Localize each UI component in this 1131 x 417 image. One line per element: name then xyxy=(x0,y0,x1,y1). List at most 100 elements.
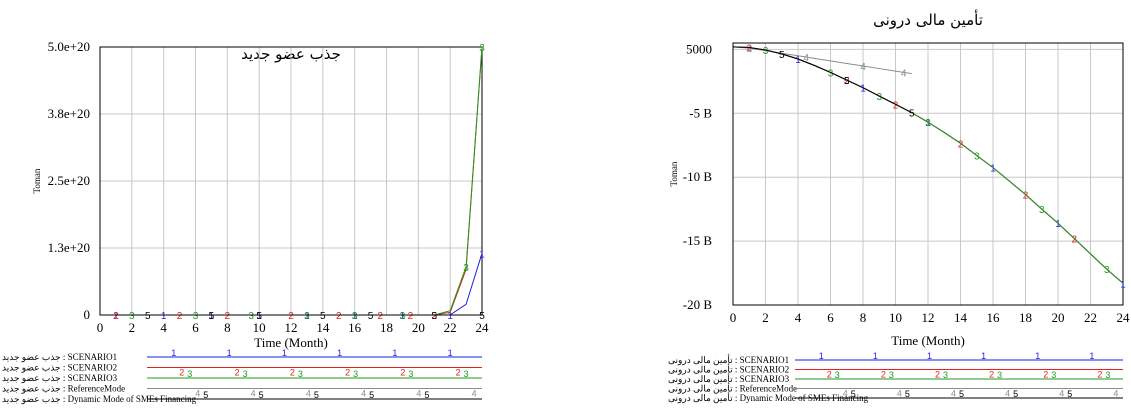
x-tick-label: 2 xyxy=(762,310,769,325)
series-marker-5: 5 xyxy=(145,311,151,322)
legend-entry-marker: 1 xyxy=(1035,351,1040,361)
legend-entry-marker: 3 xyxy=(298,369,303,379)
legend-entry-marker: 3 xyxy=(353,369,358,379)
series-marker-1: 1 xyxy=(990,164,996,175)
y-axis-label: Toman xyxy=(669,161,679,186)
plot-frame xyxy=(732,42,1124,306)
legend-entry-marker: 3 xyxy=(943,370,948,380)
y-tick-label: 5000 xyxy=(686,41,712,56)
x-tick-label: 22 xyxy=(444,320,457,335)
legend-entry-marker: 5 xyxy=(1013,389,1018,399)
legend-entry-marker: 2 xyxy=(456,368,461,378)
x-tick-label: 8 xyxy=(224,320,231,335)
y-tick-label: -5 B xyxy=(689,105,712,120)
series-marker-5: 5 xyxy=(779,50,785,61)
x-tick-label: 8 xyxy=(860,310,867,325)
legend-entry-marker: 3 xyxy=(889,370,894,380)
legend-entry-marker: 1 xyxy=(819,351,824,361)
legend: تأمین مالی درونی : SCENARIO1 1 1 1 1 1 1 تأمین … xyxy=(668,351,1123,404)
series-marker-2: 2 xyxy=(746,43,752,54)
series-marker-3: 3 xyxy=(876,92,882,103)
legend-entry-marker: 2 xyxy=(179,368,184,378)
series-marker-1: 1 xyxy=(113,311,119,322)
x-axis-label: Time (Month) xyxy=(891,333,965,348)
legend-entry-label: جذب عضو جدید : SCENARIO1 xyxy=(2,352,117,363)
series-marker-1: 1 xyxy=(479,249,485,260)
series-line-4 xyxy=(732,46,912,75)
series-marker-1: 1 xyxy=(304,311,310,322)
y-tick-label: 0 xyxy=(84,307,91,322)
x-tick-label: 20 xyxy=(1052,310,1065,325)
y-tick-label: 3.8e+20 xyxy=(48,106,90,121)
series-marker-5: 5 xyxy=(368,311,374,322)
legend-entry-marker: 4 xyxy=(416,389,421,399)
series-marker-5: 5 xyxy=(479,311,485,322)
legend-entry-label: تأمین مالی درونی : SCENARIO1 xyxy=(668,353,789,366)
legend-entry-marker: 5 xyxy=(259,390,264,400)
series-marker-3: 3 xyxy=(304,311,310,322)
series-marker-2: 2 xyxy=(225,311,231,322)
x-tick-label: 10 xyxy=(889,310,902,325)
series-marker-1: 1 xyxy=(352,311,358,322)
legend-entry-marker: 2 xyxy=(345,368,350,378)
legend-entry-marker: 5 xyxy=(369,390,374,400)
legend-entry-marker: 5 xyxy=(959,389,964,399)
legend-entry-marker: 4 xyxy=(1005,389,1010,399)
x-tick-label: 6 xyxy=(192,320,199,335)
legend-entry-label: تأمین مالی درونی : SCENARIO2 xyxy=(668,363,789,376)
x-tick-label: 0 xyxy=(730,310,737,325)
legend-entry-marker: 3 xyxy=(243,369,248,379)
series-marker-1: 1 xyxy=(400,311,406,322)
series-marker-3: 3 xyxy=(974,151,980,162)
legend-entry-marker: 5 xyxy=(1067,389,1072,399)
series-marker-1: 1 xyxy=(795,55,801,66)
legend-entry-marker: 3 xyxy=(187,369,192,379)
series-marker-5: 5 xyxy=(209,311,215,322)
x-tick-label: 14 xyxy=(954,310,968,325)
series-marker-2: 2 xyxy=(1023,190,1029,201)
legend-entry-marker: 1 xyxy=(282,348,287,358)
series-marker-2: 2 xyxy=(288,311,294,322)
y-tick-label: 5.0e+20 xyxy=(48,39,90,54)
legend-entry-marker: 4 xyxy=(1059,389,1064,399)
x-tick-label: 4 xyxy=(160,320,167,335)
x-tick-label: 12 xyxy=(922,310,935,325)
series-marker-4: 4 xyxy=(746,44,752,55)
x-tick-label: 20 xyxy=(412,320,425,335)
legend-entry-marker: 4 xyxy=(1113,389,1118,399)
legend-entry-marker: 4 xyxy=(251,389,256,399)
series-marker-2: 2 xyxy=(336,311,342,322)
series-marker-3: 3 xyxy=(925,118,931,129)
legend-entry-marker: 1 xyxy=(337,348,342,358)
legend-entry-marker: 1 xyxy=(927,351,932,361)
series-marker-4: 4 xyxy=(860,62,866,73)
legend-entry-marker: 2 xyxy=(935,370,940,380)
x-axis-label: Time (Month) xyxy=(254,335,328,350)
legend-entry-marker: 4 xyxy=(843,389,848,399)
legend-entry-marker: 4 xyxy=(306,389,311,399)
legend-entry-marker: 1 xyxy=(1089,351,1094,361)
legend-entry-marker: 5 xyxy=(905,389,910,399)
series-marker-2: 2 xyxy=(377,311,383,322)
legend-entry-label: تأمین مالی درونی : SCENARIO3 xyxy=(668,372,790,385)
series-marker-3: 3 xyxy=(193,311,199,322)
series-marker-1: 1 xyxy=(256,311,262,322)
x-tick-label: 16 xyxy=(987,310,1001,325)
series-marker-1: 1 xyxy=(447,311,453,322)
x-tick-label: 16 xyxy=(348,320,362,335)
series-marker-1: 1 xyxy=(209,311,215,322)
x-tick-label: 14 xyxy=(316,320,330,335)
series-marker-1: 1 xyxy=(1055,219,1061,230)
series-marker-5: 5 xyxy=(320,311,326,322)
legend-entry-marker: 3 xyxy=(835,370,840,380)
series-marker-2: 2 xyxy=(177,311,183,322)
series-marker-1: 1 xyxy=(161,311,167,322)
legend-entry-label: تأمین مالی درونی : ReferenceMode xyxy=(668,382,797,395)
legend-entry-marker: 1 xyxy=(981,351,986,361)
series-marker-3: 3 xyxy=(463,263,469,274)
series-marker-4: 4 xyxy=(803,53,809,64)
x-tick-label: 2 xyxy=(129,320,136,335)
legend-entry-marker: 2 xyxy=(400,368,405,378)
x-tick-label: 24 xyxy=(476,320,490,335)
